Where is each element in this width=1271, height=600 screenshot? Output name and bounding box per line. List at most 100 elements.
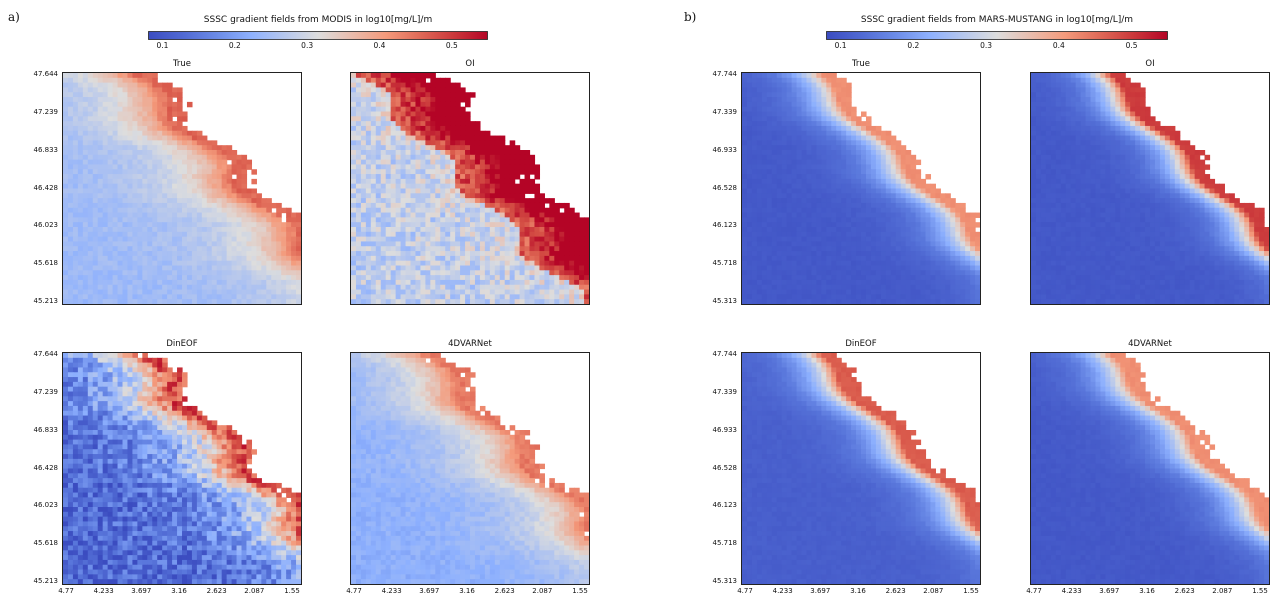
heatmap-cell	[87, 106, 94, 113]
heatmap-cell	[92, 92, 99, 98]
heatmap-cell	[182, 198, 188, 204]
heatmap-cell	[370, 87, 377, 93]
heatmap-cell	[82, 140, 89, 146]
heatmap-cell	[365, 150, 372, 156]
heatmap-cell	[186, 188, 193, 194]
heatmap-cell	[211, 217, 218, 223]
heatmap-cell	[579, 260, 585, 267]
heatmap-cell	[455, 178, 461, 185]
heatmap-cell	[370, 251, 377, 257]
heatmap-cell	[375, 140, 382, 146]
heatmap-cell	[385, 125, 392, 132]
heatmap-cell	[246, 294, 253, 300]
heatmap-cell	[122, 125, 129, 132]
heatmap-cell	[162, 92, 168, 98]
heatmap-cell	[360, 82, 367, 89]
heatmap-cell	[162, 362, 168, 369]
heatmap-cell	[77, 425, 84, 431]
heatmap-cell	[216, 154, 223, 161]
heatmap-cell	[241, 289, 248, 295]
heatmap-cell	[127, 410, 134, 417]
heatmap-cell	[470, 284, 476, 291]
heatmap-cell	[271, 279, 277, 286]
heatmap-cell	[72, 279, 79, 286]
heatmap-cell	[281, 241, 287, 247]
heatmap-cell	[539, 299, 545, 304]
heatmap-cell	[147, 246, 153, 252]
heatmap-cell	[445, 159, 451, 166]
heatmap-cell	[122, 275, 129, 281]
heatmap-cell	[241, 207, 248, 214]
heatmap-cell	[355, 284, 362, 291]
heatmap-cell	[261, 511, 267, 518]
heatmap-cell	[440, 255, 446, 262]
heatmap-cell	[92, 265, 99, 271]
heatmap-cell	[167, 521, 173, 527]
heatmap-cell	[370, 145, 377, 151]
heatmap-cell	[440, 231, 446, 238]
heatmap-cell	[539, 246, 545, 252]
heatmap-cell	[256, 526, 262, 532]
heatmap-cell	[370, 246, 377, 252]
heatmap-cell	[221, 284, 228, 291]
heatmap-cell	[425, 101, 431, 108]
heatmap-cell	[162, 473, 168, 479]
heatmap-cell	[360, 178, 367, 185]
heatmap-cell	[460, 289, 466, 295]
heatmap-cell	[162, 140, 168, 146]
heatmap-cell	[281, 526, 287, 532]
heatmap-cell	[162, 217, 168, 223]
heatmap-cell	[455, 121, 461, 127]
heatmap-cell	[251, 299, 257, 304]
heatmap-cell	[147, 77, 153, 84]
heatmap-cell	[147, 454, 153, 460]
heatmap-cell	[77, 372, 84, 378]
heatmap-cell	[405, 275, 412, 281]
heatmap-cell	[117, 150, 124, 156]
heatmap-cell	[256, 521, 262, 527]
heatmap-cell	[351, 125, 357, 132]
heatmap-cell	[142, 135, 148, 141]
heatmap-cell	[221, 270, 228, 276]
heatmap-cell	[549, 246, 555, 252]
heatmap-cell	[127, 396, 134, 402]
heatmap-cell	[172, 502, 178, 508]
heatmap-cell	[425, 299, 431, 304]
heatmap-cell	[72, 521, 79, 527]
heatmap-cell	[152, 521, 158, 527]
heatmap-cell	[231, 275, 238, 281]
heatmap-cell	[360, 121, 367, 127]
heatmap-cell	[97, 260, 104, 267]
heatmap-cell	[415, 97, 422, 103]
heatmap-cell	[87, 449, 94, 455]
heatmap-cell	[127, 97, 134, 103]
heatmap-cell	[415, 265, 422, 271]
heatmap-cell	[72, 386, 79, 393]
heatmap-cell	[241, 217, 248, 223]
heatmap-cell	[63, 425, 69, 431]
heatmap-cell	[186, 198, 193, 204]
heatmap-cell	[435, 207, 441, 214]
heatmap-cell	[470, 198, 476, 204]
heatmap-cell	[499, 159, 506, 166]
heatmap-cell	[206, 260, 213, 267]
heatmap-cell	[519, 212, 526, 218]
heatmap-cell	[430, 265, 436, 271]
heatmap-cell	[365, 246, 372, 252]
heatmap-cell	[102, 521, 109, 527]
heatmap-cell	[519, 279, 526, 286]
heatmap-cell	[77, 193, 84, 199]
heatmap-cell	[211, 227, 218, 233]
heatmap-cell	[137, 193, 143, 199]
heatmap-cell	[474, 212, 481, 218]
heatmap-cell	[236, 217, 243, 223]
heatmap-cell	[132, 82, 138, 89]
heatmap-cell	[360, 270, 367, 276]
heatmap-cell	[63, 454, 69, 460]
heatmap-cell	[420, 178, 426, 185]
heatmap-cell	[484, 212, 491, 218]
heatmap-cell	[77, 251, 84, 257]
heatmap-cell	[216, 236, 223, 243]
heatmap-cell	[72, 299, 79, 304]
heatmap-cell	[132, 396, 138, 402]
